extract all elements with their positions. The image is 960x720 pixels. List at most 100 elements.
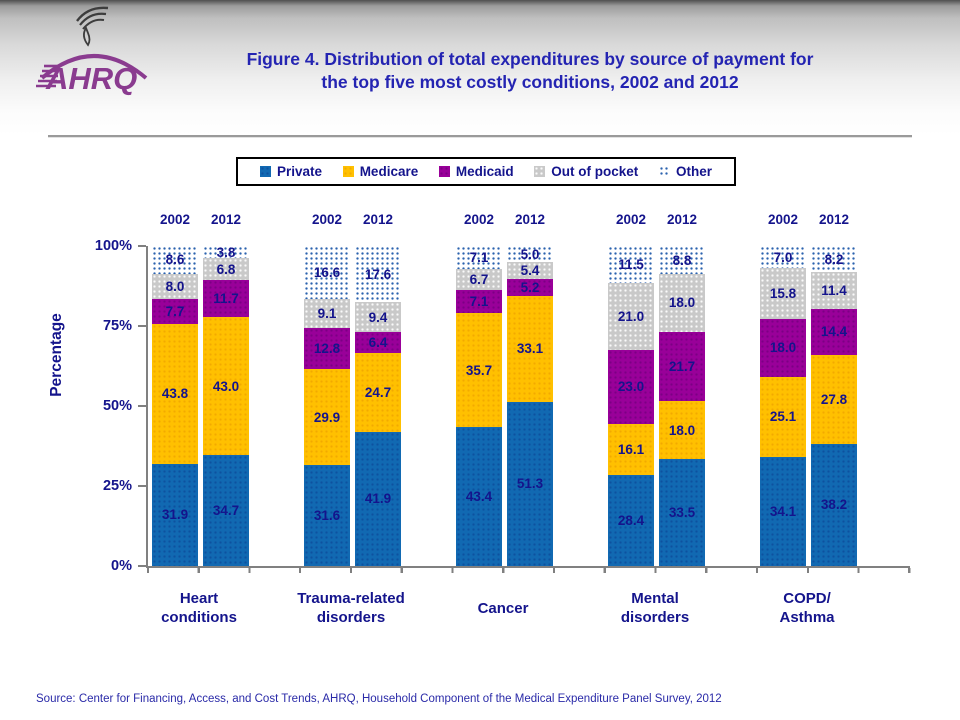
bar-segment-out-of-pocket: 15.8 (760, 268, 806, 319)
segment-value-label: 29.9 (313, 409, 341, 425)
segment-value-label: 18.0 (668, 295, 696, 311)
segment-value-label: 31.9 (161, 507, 189, 523)
y-tick-mark (138, 245, 146, 247)
segment-value-label: 16.6 (313, 265, 341, 281)
y-tick-mark (138, 485, 146, 487)
bar-segment-private: 43.4 (456, 427, 502, 566)
segment-value-label: 6.7 (469, 271, 489, 287)
bar-segment-medicare: 29.9 (304, 369, 350, 465)
bar-segment-medicare: 43.0 (203, 317, 249, 455)
stacked-bar-2012: 33.5 18.0 21.7 18.0 8.8 (659, 246, 705, 566)
bar-segment-out-of-pocket: 8.0 (152, 273, 198, 300)
legend-label: Medicaid (455, 164, 514, 179)
segment-value-label: 7.1 (469, 294, 489, 310)
header-divider (48, 135, 912, 137)
legend-item-private: Private (260, 164, 322, 179)
x-axis-ticks (147, 568, 911, 573)
bar-segment-private: 31.9 (152, 463, 198, 566)
bar-segment-medicare: 16.1 (608, 423, 654, 476)
segment-value-label: 7.1 (469, 249, 489, 265)
bar-segment-medicare: 27.8 (811, 354, 857, 444)
x-axis-line (146, 566, 910, 568)
segment-value-label: 12.8 (313, 341, 341, 357)
bar-segment-other: 8.6 (152, 246, 198, 274)
stacked-bar-2002: 31.6 29.9 12.8 9.1 16.6 (304, 246, 350, 566)
stacked-bar-2012: 38.2 27.8 14.4 11.4 8.2 (811, 246, 857, 566)
category-label-3: Mental disorders (620, 590, 690, 626)
chart-area: Percentage 31.9 43.8 7.7 8.0 8.6 2002 34.7 43.0… (0, 195, 960, 665)
legend-item-out-of-pocket: Out of pocket (534, 164, 638, 179)
bar-segment-private: 34.7 (203, 454, 249, 566)
segment-value-label: 11.4 (821, 283, 847, 298)
y-tick-mark (138, 405, 146, 407)
bar-segment-other: 8.8 (659, 246, 705, 275)
segment-value-label: 28.4 (617, 513, 645, 529)
bar-year-label: 2002 (159, 212, 191, 227)
figure-title: Figure 4. Distribution of total expendit… (160, 48, 900, 94)
legend-swatch-icon (658, 166, 670, 177)
segment-value-label: 14.4 (820, 324, 848, 340)
segment-value-label: 51.3 (516, 476, 544, 492)
segment-value-label: 17.6 (364, 266, 392, 282)
bar-segment-other: 5.0 (507, 246, 553, 263)
segment-value-label: 11.5 (618, 256, 644, 272)
bar-year-label: 2012 (666, 212, 698, 227)
stacked-bar-2012: 51.3 33.1 5.2 5.4 5.0 (507, 246, 553, 566)
segment-value-label: 27.8 (820, 391, 848, 407)
bar-segment-medicaid: 7.7 (152, 299, 198, 324)
bar-year-label: 2002 (767, 212, 799, 227)
figure-title-line2: the top five most costly conditions, 200… (321, 72, 739, 92)
segment-value-label: 15.8 (769, 286, 797, 302)
category-label-4: COPD/ Asthma (779, 590, 835, 626)
bar-segment-private: 41.9 (355, 431, 401, 566)
segment-value-label: 16.1 (617, 441, 645, 457)
header-band: AHRQ Figure 4. Distribution of total exp… (0, 0, 960, 135)
bar-year-label: 2002 (463, 212, 495, 227)
segment-value-label: 3.8 (216, 244, 236, 260)
ahrq-wordmark: AHRQ (36, 54, 148, 96)
segment-value-label: 35.7 (465, 362, 493, 378)
legend-swatch-icon (534, 166, 546, 177)
bar-segment-other: 7.1 (456, 246, 502, 269)
bar-year-label: 2012 (514, 212, 546, 227)
segment-value-label: 8.6 (165, 252, 185, 268)
bar-segment-out-of-pocket: 21.0 (608, 282, 654, 351)
bar-segment-medicaid: 23.0 (608, 350, 654, 424)
legend-label: Out of pocket (551, 164, 639, 179)
bar-segment-medicaid: 12.8 (304, 328, 350, 370)
segment-value-label: 18.0 (668, 422, 696, 438)
segment-value-label: 23.0 (617, 379, 645, 395)
bar-segment-medicaid: 7.1 (456, 290, 502, 313)
stacked-bar-2012: 41.9 24.7 6.4 9.4 17.6 (355, 246, 401, 566)
bar-segment-other: 17.6 (355, 246, 401, 303)
legend-label: Other (675, 164, 712, 179)
bar-segment-medicaid: 18.0 (760, 318, 806, 377)
bar-segment-out-of-pocket: 9.4 (355, 302, 401, 333)
stacked-bar-2002: 34.1 25.1 18.0 15.8 7.0 (760, 246, 806, 566)
legend-item-medicare: Medicare (342, 164, 418, 179)
legend-item-medicaid: Medicaid (438, 164, 514, 179)
stacked-bar-2002: 28.4 16.1 23.0 21.0 11.5 (608, 246, 654, 566)
segment-value-label: 9.4 (368, 309, 388, 325)
segment-value-label: 6.8 (216, 261, 236, 277)
bar-segment-out-of-pocket: 9.1 (304, 299, 350, 329)
bar-year-label: 2002 (311, 212, 343, 227)
bar-segment-out-of-pocket: 11.4 (811, 272, 857, 309)
bar-segment-medicare: 43.8 (152, 323, 198, 464)
bar-segment-medicaid: 5.2 (507, 279, 553, 296)
bar-segment-private: 28.4 (608, 475, 654, 566)
legend-swatch-icon (260, 166, 271, 177)
bar-segment-out-of-pocket: 6.8 (203, 258, 249, 280)
bar-year-label: 2012 (818, 212, 850, 227)
bar-segment-private: 51.3 (507, 401, 553, 566)
bar-segment-private: 34.1 (760, 456, 806, 566)
segment-value-label: 6.4 (368, 335, 388, 351)
segment-value-label: 38.2 (820, 497, 848, 513)
segment-value-label: 34.7 (212, 502, 240, 518)
segment-value-label: 43.8 (161, 386, 189, 402)
segment-value-label: 33.1 (516, 341, 544, 357)
bar-year-label: 2012 (210, 212, 242, 227)
y-tick-mark (138, 565, 146, 567)
segment-value-label: 9.1 (317, 306, 337, 322)
